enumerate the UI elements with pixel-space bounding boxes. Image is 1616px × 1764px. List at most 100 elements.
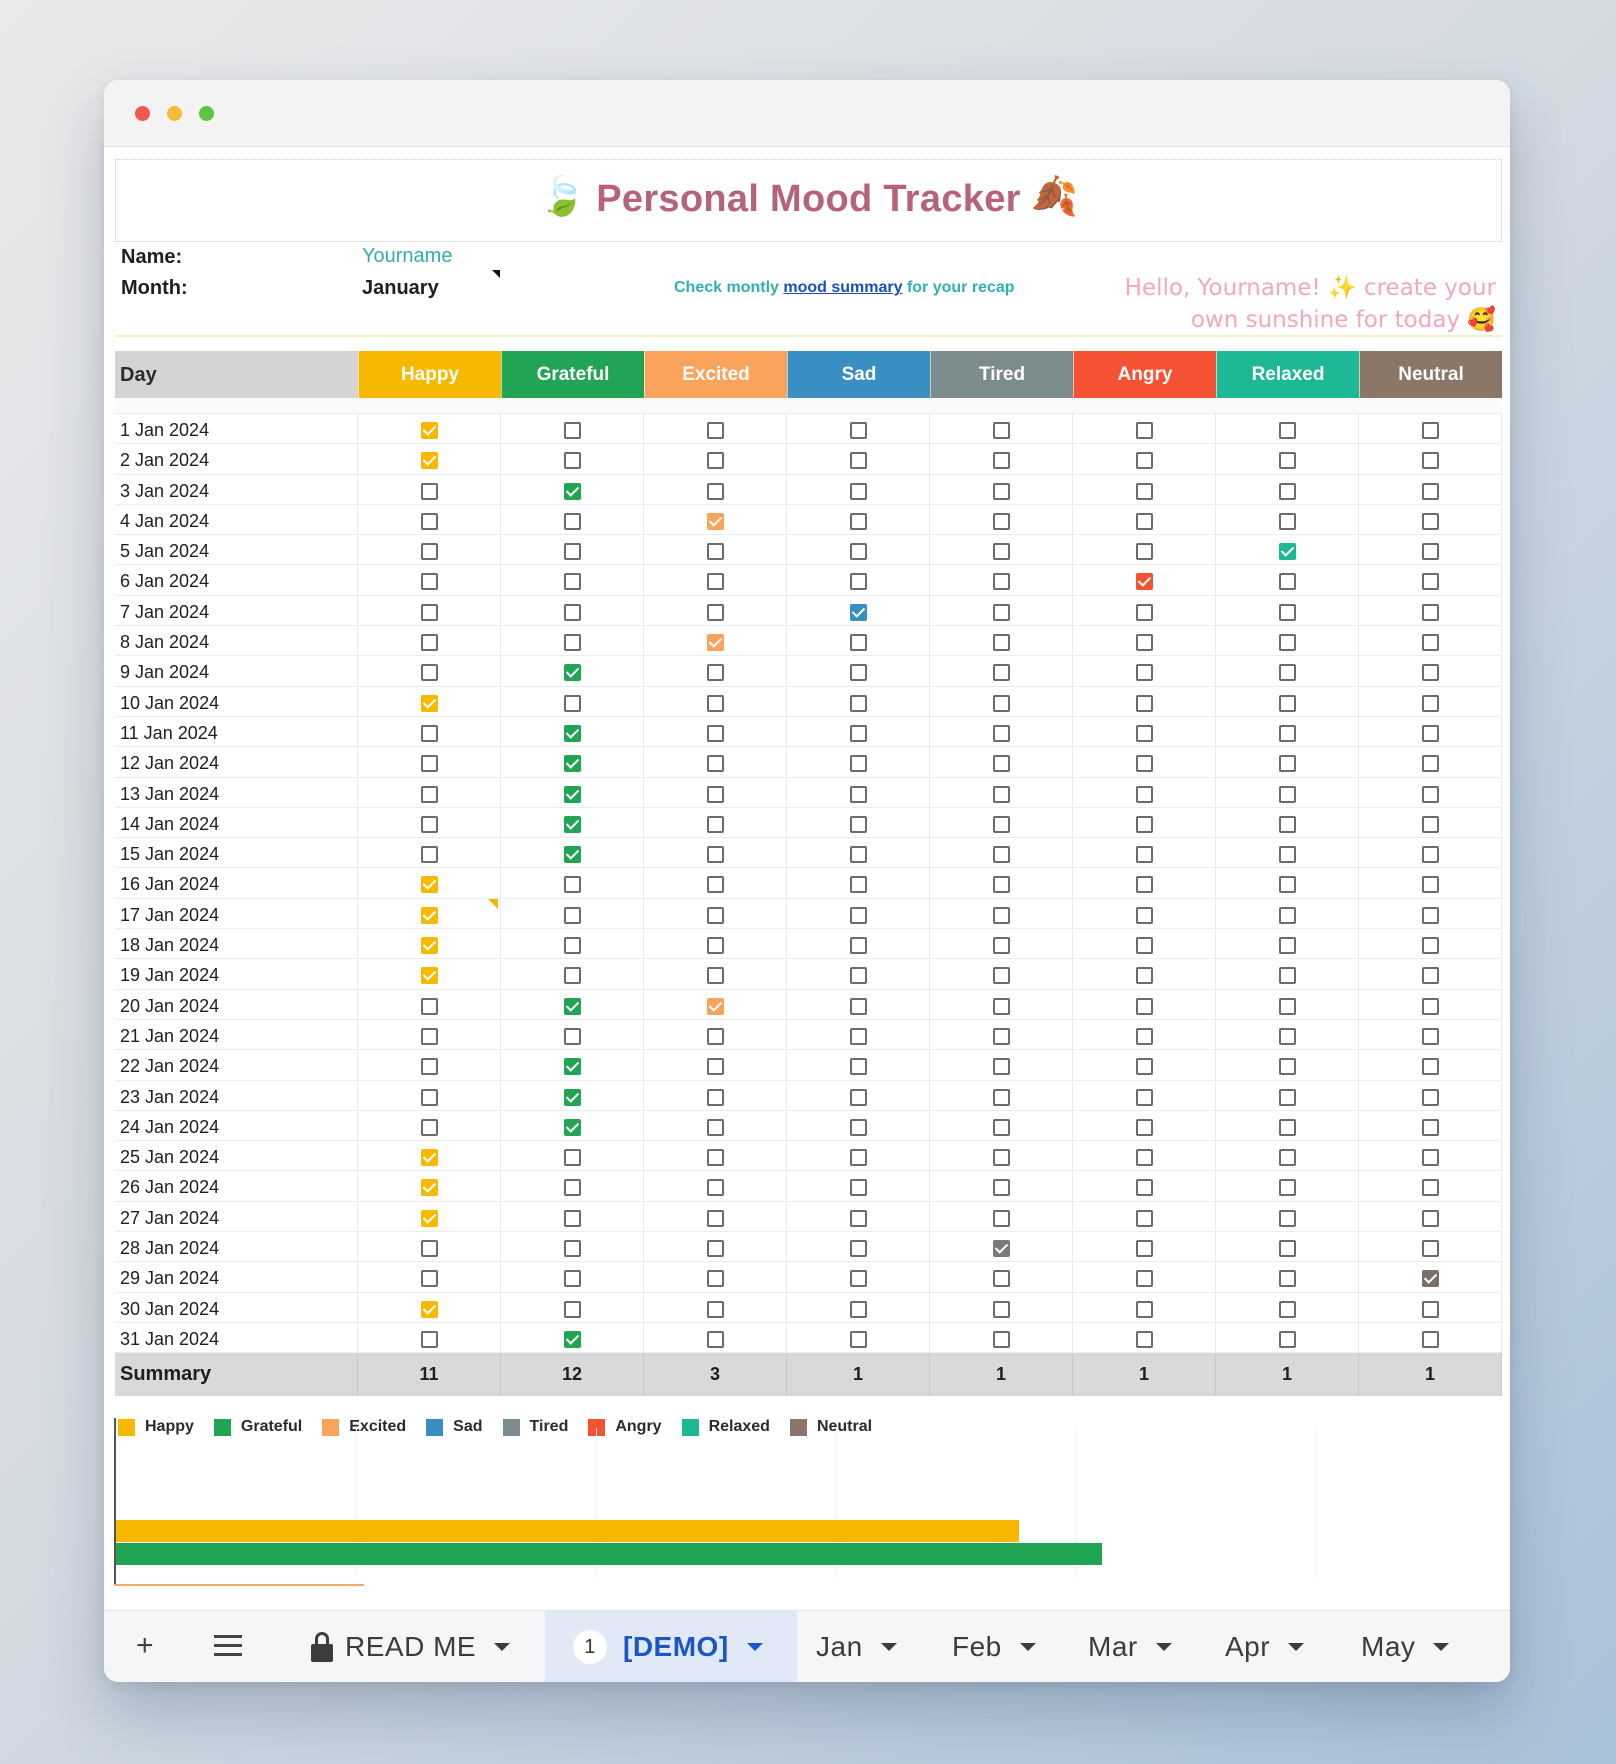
- mood-checkbox-tired[interactable]: [993, 1118, 1010, 1136]
- mood-checkbox-angry[interactable]: [1136, 997, 1153, 1015]
- mood-checkbox-grateful[interactable]: [564, 937, 581, 955]
- mood-checkbox-happy[interactable]: [421, 512, 438, 530]
- mood-checkbox-excited[interactable]: [707, 1270, 724, 1288]
- mood-checkbox-neutral[interactable]: [1422, 603, 1439, 621]
- mood-checkbox-excited[interactable]: [707, 1118, 724, 1136]
- mood-checkbox-happy[interactable]: [421, 1118, 438, 1136]
- mood-checkbox-tired[interactable]: [993, 1179, 1010, 1197]
- mood-checkbox-relaxed[interactable]: [1279, 815, 1296, 833]
- mood-checkbox-neutral[interactable]: [1422, 694, 1439, 712]
- mood-checkbox-angry[interactable]: [1136, 755, 1153, 773]
- mood-checkbox-angry[interactable]: [1136, 422, 1153, 439]
- mood-checkbox-grateful[interactable]: [564, 1330, 581, 1348]
- mood-checkbox-tired[interactable]: [993, 906, 1010, 924]
- mood-checkbox-happy[interactable]: [421, 1088, 438, 1106]
- mood-checkbox-happy[interactable]: [421, 906, 438, 924]
- mood-checkbox-sad[interactable]: [850, 482, 867, 500]
- mood-checkbox-tired[interactable]: [993, 1149, 1010, 1167]
- mood-checkbox-sad[interactable]: [850, 1179, 867, 1197]
- mood-checkbox-sad[interactable]: [850, 937, 867, 955]
- mood-checkbox-excited[interactable]: [707, 724, 724, 742]
- mood-checkbox-relaxed[interactable]: [1279, 1330, 1296, 1348]
- mood-checkbox-sad[interactable]: [850, 543, 867, 561]
- mood-checkbox-tired[interactable]: [993, 997, 1010, 1015]
- mood-checkbox-grateful[interactable]: [564, 1027, 581, 1045]
- mood-checkbox-tired[interactable]: [993, 1209, 1010, 1227]
- mood-checkbox-neutral[interactable]: [1422, 573, 1439, 591]
- mood-checkbox-neutral[interactable]: [1422, 1240, 1439, 1258]
- mood-checkbox-happy[interactable]: [421, 846, 438, 864]
- mood-checkbox-excited[interactable]: [707, 482, 724, 500]
- mood-checkbox-grateful[interactable]: [564, 482, 581, 500]
- mood-checkbox-sad[interactable]: [850, 967, 867, 985]
- mood-checkbox-neutral[interactable]: [1422, 755, 1439, 773]
- mood-checkbox-excited[interactable]: [707, 906, 724, 924]
- mood-checkbox-angry[interactable]: [1136, 603, 1153, 621]
- mood-checkbox-relaxed[interactable]: [1279, 1240, 1296, 1258]
- mood-checkbox-tired[interactable]: [993, 573, 1010, 591]
- mood-checkbox-neutral[interactable]: [1422, 543, 1439, 561]
- mood-checkbox-relaxed[interactable]: [1279, 422, 1296, 439]
- mood-checkbox-relaxed[interactable]: [1279, 1179, 1296, 1197]
- mood-checkbox-neutral[interactable]: [1422, 906, 1439, 924]
- mood-checkbox-relaxed[interactable]: [1279, 906, 1296, 924]
- mood-checkbox-happy[interactable]: [421, 573, 438, 591]
- mood-checkbox-neutral[interactable]: [1422, 1330, 1439, 1348]
- mood-checkbox-sad[interactable]: [850, 422, 867, 439]
- mood-checkbox-happy[interactable]: [421, 634, 438, 652]
- mood-checkbox-relaxed[interactable]: [1279, 543, 1296, 561]
- mood-checkbox-tired[interactable]: [993, 876, 1010, 894]
- mood-checkbox-excited[interactable]: [707, 422, 724, 439]
- mood-checkbox-excited[interactable]: [707, 846, 724, 864]
- chevron-down-icon[interactable]: [1019, 1643, 1036, 1651]
- mood-checkbox-happy[interactable]: [421, 1179, 438, 1197]
- mood-checkbox-relaxed[interactable]: [1279, 1118, 1296, 1136]
- mood-checkbox-excited[interactable]: [707, 512, 724, 530]
- mood-checkbox-grateful[interactable]: [564, 1058, 581, 1076]
- mood-checkbox-relaxed[interactable]: [1279, 1270, 1296, 1288]
- mood-checkbox-sad[interactable]: [850, 1149, 867, 1167]
- mood-checkbox-relaxed[interactable]: [1279, 664, 1296, 682]
- mood-checkbox-excited[interactable]: [707, 1027, 724, 1045]
- mood-checkbox-neutral[interactable]: [1422, 815, 1439, 833]
- mood-checkbox-relaxed[interactable]: [1279, 785, 1296, 803]
- mood-checkbox-grateful[interactable]: [564, 1209, 581, 1227]
- mood-checkbox-tired[interactable]: [993, 512, 1010, 530]
- mood-checkbox-excited[interactable]: [707, 1179, 724, 1197]
- mood-checkbox-sad[interactable]: [850, 512, 867, 530]
- mood-checkbox-happy[interactable]: [421, 543, 438, 561]
- mood-checkbox-grateful[interactable]: [564, 634, 581, 652]
- mood-checkbox-grateful[interactable]: [564, 543, 581, 561]
- mood-checkbox-tired[interactable]: [993, 1270, 1010, 1288]
- mood-checkbox-grateful[interactable]: [564, 664, 581, 682]
- mood-checkbox-sad[interactable]: [850, 1270, 867, 1288]
- mood-checkbox-happy[interactable]: [421, 422, 438, 439]
- mood-checkbox-relaxed[interactable]: [1279, 1209, 1296, 1227]
- mood-checkbox-excited[interactable]: [707, 967, 724, 985]
- mood-checkbox-sad[interactable]: [850, 1058, 867, 1076]
- mood-checkbox-relaxed[interactable]: [1279, 452, 1296, 470]
- mood-checkbox-excited[interactable]: [707, 815, 724, 833]
- mood-checkbox-relaxed[interactable]: [1279, 1300, 1296, 1318]
- mood-checkbox-relaxed[interactable]: [1279, 997, 1296, 1015]
- mood-checkbox-sad[interactable]: [850, 755, 867, 773]
- mood-checkbox-relaxed[interactable]: [1279, 755, 1296, 773]
- mood-checkbox-neutral[interactable]: [1422, 664, 1439, 682]
- mood-checkbox-sad[interactable]: [850, 694, 867, 712]
- all-sheets-menu-icon[interactable]: [214, 1635, 242, 1662]
- mood-checkbox-happy[interactable]: [421, 452, 438, 470]
- mood-checkbox-relaxed[interactable]: [1279, 634, 1296, 652]
- mood-checkbox-excited[interactable]: [707, 1058, 724, 1076]
- mood-checkbox-angry[interactable]: [1136, 846, 1153, 864]
- mood-checkbox-tired[interactable]: [993, 603, 1010, 621]
- mood-checkbox-tired[interactable]: [993, 452, 1010, 470]
- mood-checkbox-grateful[interactable]: [564, 755, 581, 773]
- mood-checkbox-excited[interactable]: [707, 1300, 724, 1318]
- chevron-down-icon[interactable]: [1433, 1643, 1450, 1651]
- cell-note-marker-icon[interactable]: [492, 270, 500, 278]
- mood-checkbox-grateful[interactable]: [564, 876, 581, 894]
- chevron-down-icon[interactable]: [746, 1643, 763, 1651]
- mood-checkbox-relaxed[interactable]: [1279, 1149, 1296, 1167]
- mood-checkbox-excited[interactable]: [707, 1240, 724, 1258]
- mood-checkbox-excited[interactable]: [707, 785, 724, 803]
